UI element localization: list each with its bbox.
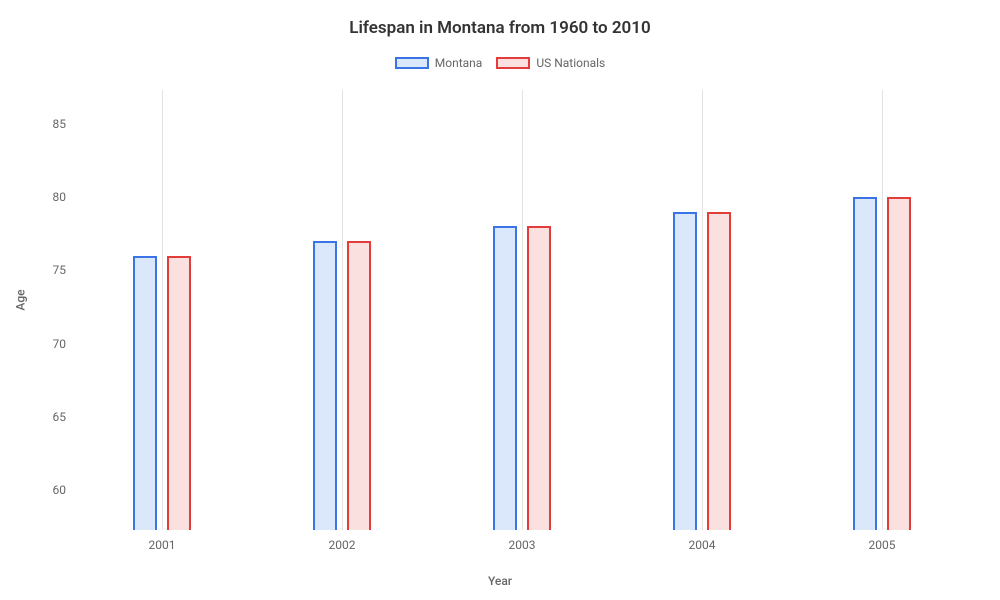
legend-label: US Nationals bbox=[536, 56, 605, 70]
x-tick: 2002 bbox=[329, 538, 356, 552]
legend: Montana US Nationals bbox=[0, 56, 1000, 70]
bar bbox=[347, 241, 371, 530]
bar bbox=[673, 212, 697, 530]
legend-swatch bbox=[496, 57, 530, 69]
bar bbox=[313, 241, 337, 530]
gridline bbox=[882, 90, 883, 530]
bar bbox=[493, 226, 517, 530]
y-tick: 60 bbox=[42, 483, 66, 497]
legend-item: Montana bbox=[395, 56, 483, 70]
y-tick: 80 bbox=[42, 190, 66, 204]
x-tick: 2001 bbox=[149, 538, 176, 552]
legend-swatch bbox=[395, 57, 429, 69]
gridline bbox=[342, 90, 343, 530]
bar bbox=[133, 256, 157, 530]
gridline bbox=[702, 90, 703, 530]
y-tick: 85 bbox=[42, 117, 66, 131]
y-axis-label: Age bbox=[14, 289, 28, 310]
legend-item: US Nationals bbox=[496, 56, 605, 70]
bar bbox=[167, 256, 191, 530]
chart-title: Lifespan in Montana from 1960 to 2010 bbox=[0, 18, 1000, 38]
x-axis-label: Year bbox=[0, 574, 1000, 588]
y-tick: 70 bbox=[42, 337, 66, 351]
gridline bbox=[522, 90, 523, 530]
x-tick: 2005 bbox=[869, 538, 896, 552]
y-tick: 75 bbox=[42, 263, 66, 277]
x-tick: 2003 bbox=[509, 538, 536, 552]
gridline bbox=[162, 90, 163, 530]
plot-area: 60657075808520012002200320042005 bbox=[72, 90, 972, 530]
bar bbox=[707, 212, 731, 530]
bar bbox=[527, 226, 551, 530]
bar bbox=[887, 197, 911, 530]
bar bbox=[853, 197, 877, 530]
y-tick: 65 bbox=[42, 410, 66, 424]
x-tick: 2004 bbox=[689, 538, 716, 552]
legend-label: Montana bbox=[435, 56, 483, 70]
